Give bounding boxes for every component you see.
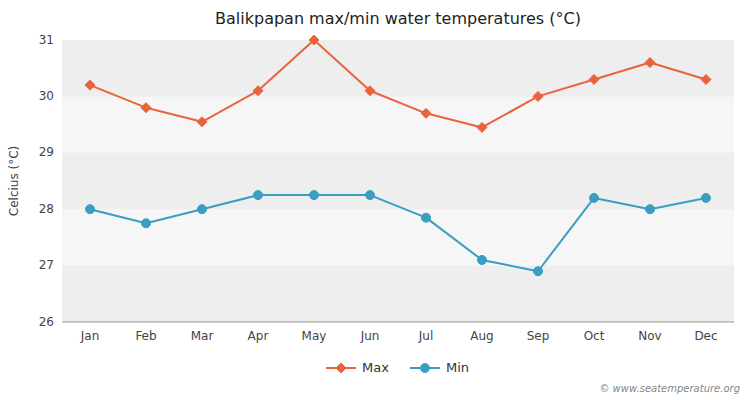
title: Balikpapan max/min water temperatures (°… [215,9,581,28]
point [478,255,487,264]
grid-band [62,153,734,209]
y-tick-label: 30 [39,89,54,103]
point [421,108,431,118]
point [590,193,599,202]
x-tick-label: Feb [135,329,156,343]
grid-band [62,266,734,322]
x-tick-label: Apr [248,329,269,343]
series-line [90,40,706,127]
point [422,213,431,222]
point [197,117,207,127]
x-tick-label: Jul [418,329,433,343]
point [309,35,319,45]
y-tick-label: 29 [39,145,54,159]
x-tick-label: Oct [584,329,605,343]
point [253,86,263,96]
point [701,74,711,84]
point [86,205,95,214]
point [141,103,151,113]
chart: 26 27 28 29 30 31 Jan Feb Mar Apr May Jun Jul Aug Sep O… [0,0,750,400]
point [646,205,655,214]
y-tick-label: 27 [39,258,54,272]
x-tick-label: Jun [360,329,380,343]
x-tick-label: Sep [527,329,550,343]
point [702,193,711,202]
y-axis-label: Celcius (°C) [7,146,21,216]
x-axis-line [62,322,734,323]
point [534,267,543,276]
x-tick-label: May [302,329,327,343]
point [85,80,95,90]
y-tick-label: 26 [39,315,54,329]
plot-background [62,40,734,322]
point [533,91,543,101]
point [310,191,319,200]
data-group [85,35,711,276]
legend-marker [336,363,346,373]
point [366,191,375,200]
x-tick-label: Mar [191,329,214,343]
series-line [90,195,706,271]
legend-label: Min [446,360,469,375]
watermark: © www.seatemperature.org [599,383,740,394]
point [365,86,375,96]
point [589,74,599,84]
x-tick-label: Nov [638,329,661,343]
legend: Max Min [326,360,469,375]
y-tick-label: 31 [39,33,54,47]
grid-band [62,209,734,265]
y-tick-label: 28 [39,202,54,216]
point [477,122,487,132]
legend-marker [421,364,430,373]
point [142,219,151,228]
grid-band [62,96,734,152]
point [645,58,655,68]
point [254,191,263,200]
x-tick-label: Dec [694,329,717,343]
point [198,205,207,214]
legend-label: Max [362,360,389,375]
x-tick-label: Jan [80,329,100,343]
x-tick-label: Aug [470,329,493,343]
